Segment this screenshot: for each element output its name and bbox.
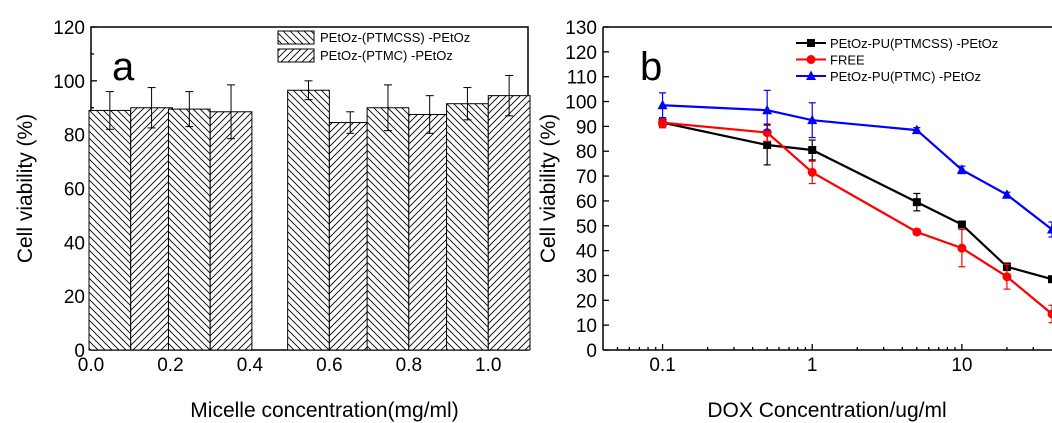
x-tick-label-a: 0.0 [78,355,104,376]
x-tick-label-a: 0.2 [157,355,183,376]
bar-1 [287,89,330,351]
bar-1 [167,108,211,351]
y-tick-label-b: 70 [576,167,597,188]
y-tick-label-a: 80 [64,126,85,147]
x-tick-label-b: 10 [951,355,972,376]
data-point-2 [957,243,967,253]
legend-swatch-a [277,30,315,45]
data-point-2 [658,118,668,128]
data-point-3 [956,164,967,174]
y-tick-label-a: 60 [64,180,85,201]
data-point-2 [1002,272,1012,282]
y-tick-label-b: 100 [565,93,597,114]
legend-marker-b [806,70,816,80]
panel-letter-b: b [640,45,662,89]
bar-1 [446,103,489,351]
x-tick-label-a: 0.6 [316,355,342,376]
x-tick-label-b: 0.1 [649,355,675,376]
data-point-3 [657,99,668,110]
y-tick-label-b: 80 [576,142,597,163]
y-tick-label-b: 110 [567,68,597,89]
data-point-2 [807,167,817,177]
x-tick-label-b: 1 [807,355,818,376]
y-tick-label-a: 100 [53,72,85,93]
data-point-2 [912,227,922,237]
data-point-3 [807,114,818,125]
bar-2 [487,95,531,351]
data-point-1 [1048,275,1052,284]
chart-panel-b: 0.1 1 100102030405060708090100110120130DOX… [537,18,1052,422]
data-point-3 [911,124,922,135]
y-tick-label-b: 10 [576,316,597,337]
y-tick-label-a: 0 [74,341,85,362]
y-tick-label-a: 40 [64,233,85,254]
data-point-1 [957,220,966,229]
x-tick-label-a: 0.4 [237,355,264,376]
y-tick-label-b: 40 [576,242,597,263]
y-tick-label-b: 50 [576,217,597,238]
x-tick-label-a: 0.8 [396,355,422,376]
x-axis-title-b: DOX Concentration/ug/ml [707,399,946,422]
legend-label-b: PEtOz-PU(PTMCSS) -PEtOz [830,36,998,51]
chart-panel-a: 0.0 0.2 0.4 0.6 0.8 1.0 0 20 40 60 80 100 120 Micelle… [14,18,531,422]
legend-label-b: FREE [830,53,865,68]
data-point-3 [1047,223,1052,234]
data-point-3 [762,104,773,115]
y-tick-label-b: 120 [565,43,597,64]
legend-label-b: PEtOz-PU(PTMC) -PEtOz [830,69,981,84]
data-point-1 [808,145,817,154]
legend-marker-b [806,55,816,64]
data-point-3 [1001,189,1012,199]
bar-2 [130,107,173,351]
series-line-3 [662,104,1052,231]
x-tick-label-a: 1.0 [475,355,501,376]
legend-swatch-a [277,48,315,63]
panel-letter-a: a [112,45,135,89]
y-tick-label-b: 90 [576,117,597,138]
y-tick-label-b: 30 [576,266,597,287]
y-axis-title-b: Cell viability (%) [537,114,560,263]
data-point-1 [763,141,772,150]
y-tick-label-a: 20 [64,287,85,308]
legend-label-a: PEtOz-(PTMC) -PEtOz [320,48,453,63]
data-point-1 [912,198,921,207]
y-tick-label-a: 120 [53,18,85,39]
y-tick-label-b: 60 [576,192,597,213]
series-line-1 [662,121,1052,281]
bar-1 [366,107,410,351]
series-line-2 [662,121,1052,315]
y-tick-label-b: 130 [565,18,597,39]
bar-2 [209,111,253,351]
legend-marker-b [807,39,815,47]
x-axis-title-a: Micelle concentration(mg/ml) [190,399,458,422]
legend-label-a: PEtOz-(PTMCSS) -PEtOz [320,30,470,45]
bar-2 [408,113,452,351]
y-tick-label-b: 20 [576,291,597,312]
bar-2 [328,122,372,351]
bar-1 [88,109,132,351]
y-axis-title-a: Cell viability (%) [14,114,37,263]
y-tick-label-b: 0 [586,341,597,362]
data-point-2 [1047,309,1052,319]
